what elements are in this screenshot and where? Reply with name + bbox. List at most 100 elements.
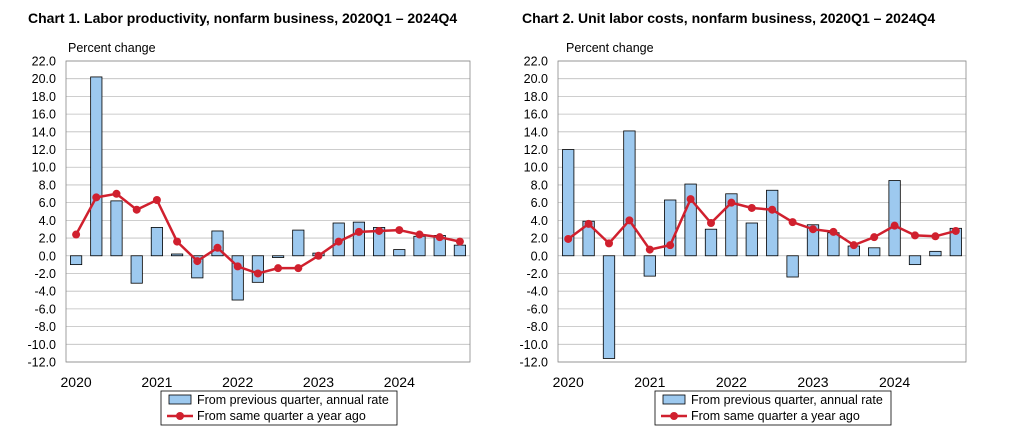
bar-2021Q2 (664, 199, 677, 257)
line-point-2023Q1 (314, 251, 323, 260)
x-year-label: 2020 (553, 374, 584, 390)
y-tick-label: 6.0 (39, 196, 56, 210)
y-tick-label: 12.0 (524, 143, 548, 157)
y-tick-label: 10.0 (524, 161, 548, 175)
y-axis-label: Percent change (566, 41, 654, 55)
bar-2020Q2 (90, 76, 103, 257)
x-year-label: 2024 (384, 374, 415, 390)
line-point-2020Q3 (605, 239, 613, 248)
y-tick-label: 20.0 (32, 72, 56, 86)
line-point-2024Q2 (415, 230, 424, 239)
y-tick-label: 16.0 (524, 108, 548, 122)
bar-2024Q1 (393, 249, 406, 257)
bar-2021Q2 (171, 253, 184, 257)
y-tick-label: 2.0 (39, 232, 56, 246)
bar-2024Q2 (908, 255, 922, 266)
chart-canvas: Percent change 22.0 20.0 18.0 16.0 14.0 12.0 10… (28, 41, 471, 426)
line-point-2021Q3 (193, 257, 202, 266)
line-point-2021Q2 (666, 241, 675, 250)
bar-2020Q3 (110, 200, 123, 257)
line-point-2021Q1 (152, 195, 161, 204)
y-axis-label: Percent change (68, 41, 156, 55)
line-point-2024Q4 (455, 237, 464, 246)
y-tick-label: 4.0 (531, 214, 548, 228)
line-point-2020Q4 (132, 205, 141, 214)
line-point-2021Q1 (645, 245, 654, 254)
chart-canvas: Percent change 22.0 20.0 18.0 16.0 14.0 12.0 10… (520, 41, 967, 426)
bar-2022Q3 (272, 255, 285, 258)
y-tick-label: 18.0 (32, 90, 56, 104)
bar-2023Q2 (827, 232, 840, 257)
x-year-label: 2024 (879, 374, 910, 390)
x-year-label: 2023 (303, 374, 334, 390)
y-tick-label: 12.0 (32, 143, 56, 157)
bar-2022Q2 (251, 255, 264, 283)
line-point-2023Q4 (870, 233, 879, 242)
chart-title: Chart 1. Labor productivity, nonfarm bus… (28, 10, 458, 26)
y-tick-label: 0.0 (39, 249, 56, 263)
y-tick-label: -2.0 (34, 267, 56, 281)
bar-2021Q3 (191, 255, 204, 279)
line-point-2023Q4 (375, 226, 384, 235)
y-tick-label: -4.0 (34, 285, 56, 299)
y-tick-label: 10.0 (32, 161, 56, 175)
line-point-2024Q1 (395, 226, 404, 235)
bar-2020Q1 (70, 255, 83, 266)
bar-2022Q1 (725, 193, 738, 257)
line-point-2023Q1 (809, 225, 817, 234)
bar-2022Q3 (766, 189, 779, 257)
legend-label-bar: From previous quarter, annual rate (691, 393, 883, 407)
line-point-2020Q1 (72, 230, 81, 239)
y-tick-label: -8.0 (526, 320, 548, 334)
chart-labor-productivity: Chart 1. Labor productivity, nonfarm bus… (28, 10, 471, 426)
y-tick-label: -6.0 (34, 302, 56, 316)
bar-2021Q1 (643, 255, 656, 277)
line-point-2024Q2 (911, 231, 919, 240)
legend-bar-swatch (662, 394, 686, 405)
line-point-2024Q3 (435, 233, 444, 242)
bar-2020Q1 (562, 149, 575, 257)
line-point-2023Q2 (829, 227, 838, 236)
line-point-2023Q3 (849, 241, 858, 250)
x-year-label: 2020 (61, 374, 92, 390)
line-point-2022Q2 (253, 269, 262, 278)
bar-2022Q4 (786, 255, 799, 278)
y-tick-label: 14.0 (32, 125, 56, 139)
y-tick-label: 18.0 (524, 90, 548, 104)
y-tick-label: -8.0 (34, 320, 56, 334)
line-point-2022Q1 (233, 262, 242, 271)
bar-2023Q4 (868, 247, 881, 257)
x-year-label: 2023 (797, 374, 828, 390)
y-tick-label: -4.0 (526, 285, 548, 299)
y-tick-label: -12.0 (520, 356, 549, 370)
bar-2021Q3 (684, 183, 697, 257)
legend-bar-swatch (168, 394, 192, 405)
line-point-2021Q4 (707, 219, 715, 228)
x-year-label: 2022 (716, 374, 747, 390)
line-point-2021Q2 (173, 237, 182, 246)
plot-frame (65, 60, 471, 363)
bar-2020Q3 (602, 255, 616, 359)
y-tick-label: 14.0 (524, 125, 548, 139)
y-tick-label: -2.0 (526, 267, 548, 281)
line-point-2022Q3 (768, 205, 777, 214)
y-tick-label: -12.0 (28, 356, 57, 370)
y-tick-label: 4.0 (39, 214, 56, 228)
y-tick-label: 8.0 (39, 178, 56, 192)
line-point-2022Q4 (788, 218, 797, 227)
line-point-2023Q3 (354, 227, 363, 236)
y-tick-label: -10.0 (28, 338, 57, 352)
line-point-2020Q4 (625, 216, 634, 225)
line-point-2021Q3 (686, 195, 695, 204)
x-year-label: 2021 (141, 374, 172, 390)
line-point-2022Q1 (727, 198, 736, 207)
y-tick-label: 16.0 (32, 108, 56, 122)
bar-2024Q3 (929, 250, 942, 257)
legend-line-marker (670, 412, 678, 420)
x-year-label: 2022 (222, 374, 253, 390)
y-tick-label: 8.0 (531, 178, 548, 192)
y-tick-label: -10.0 (520, 338, 549, 352)
bar-2021Q4 (211, 230, 224, 257)
plot-frame (557, 60, 967, 363)
y-tick-label: 20.0 (524, 72, 548, 86)
